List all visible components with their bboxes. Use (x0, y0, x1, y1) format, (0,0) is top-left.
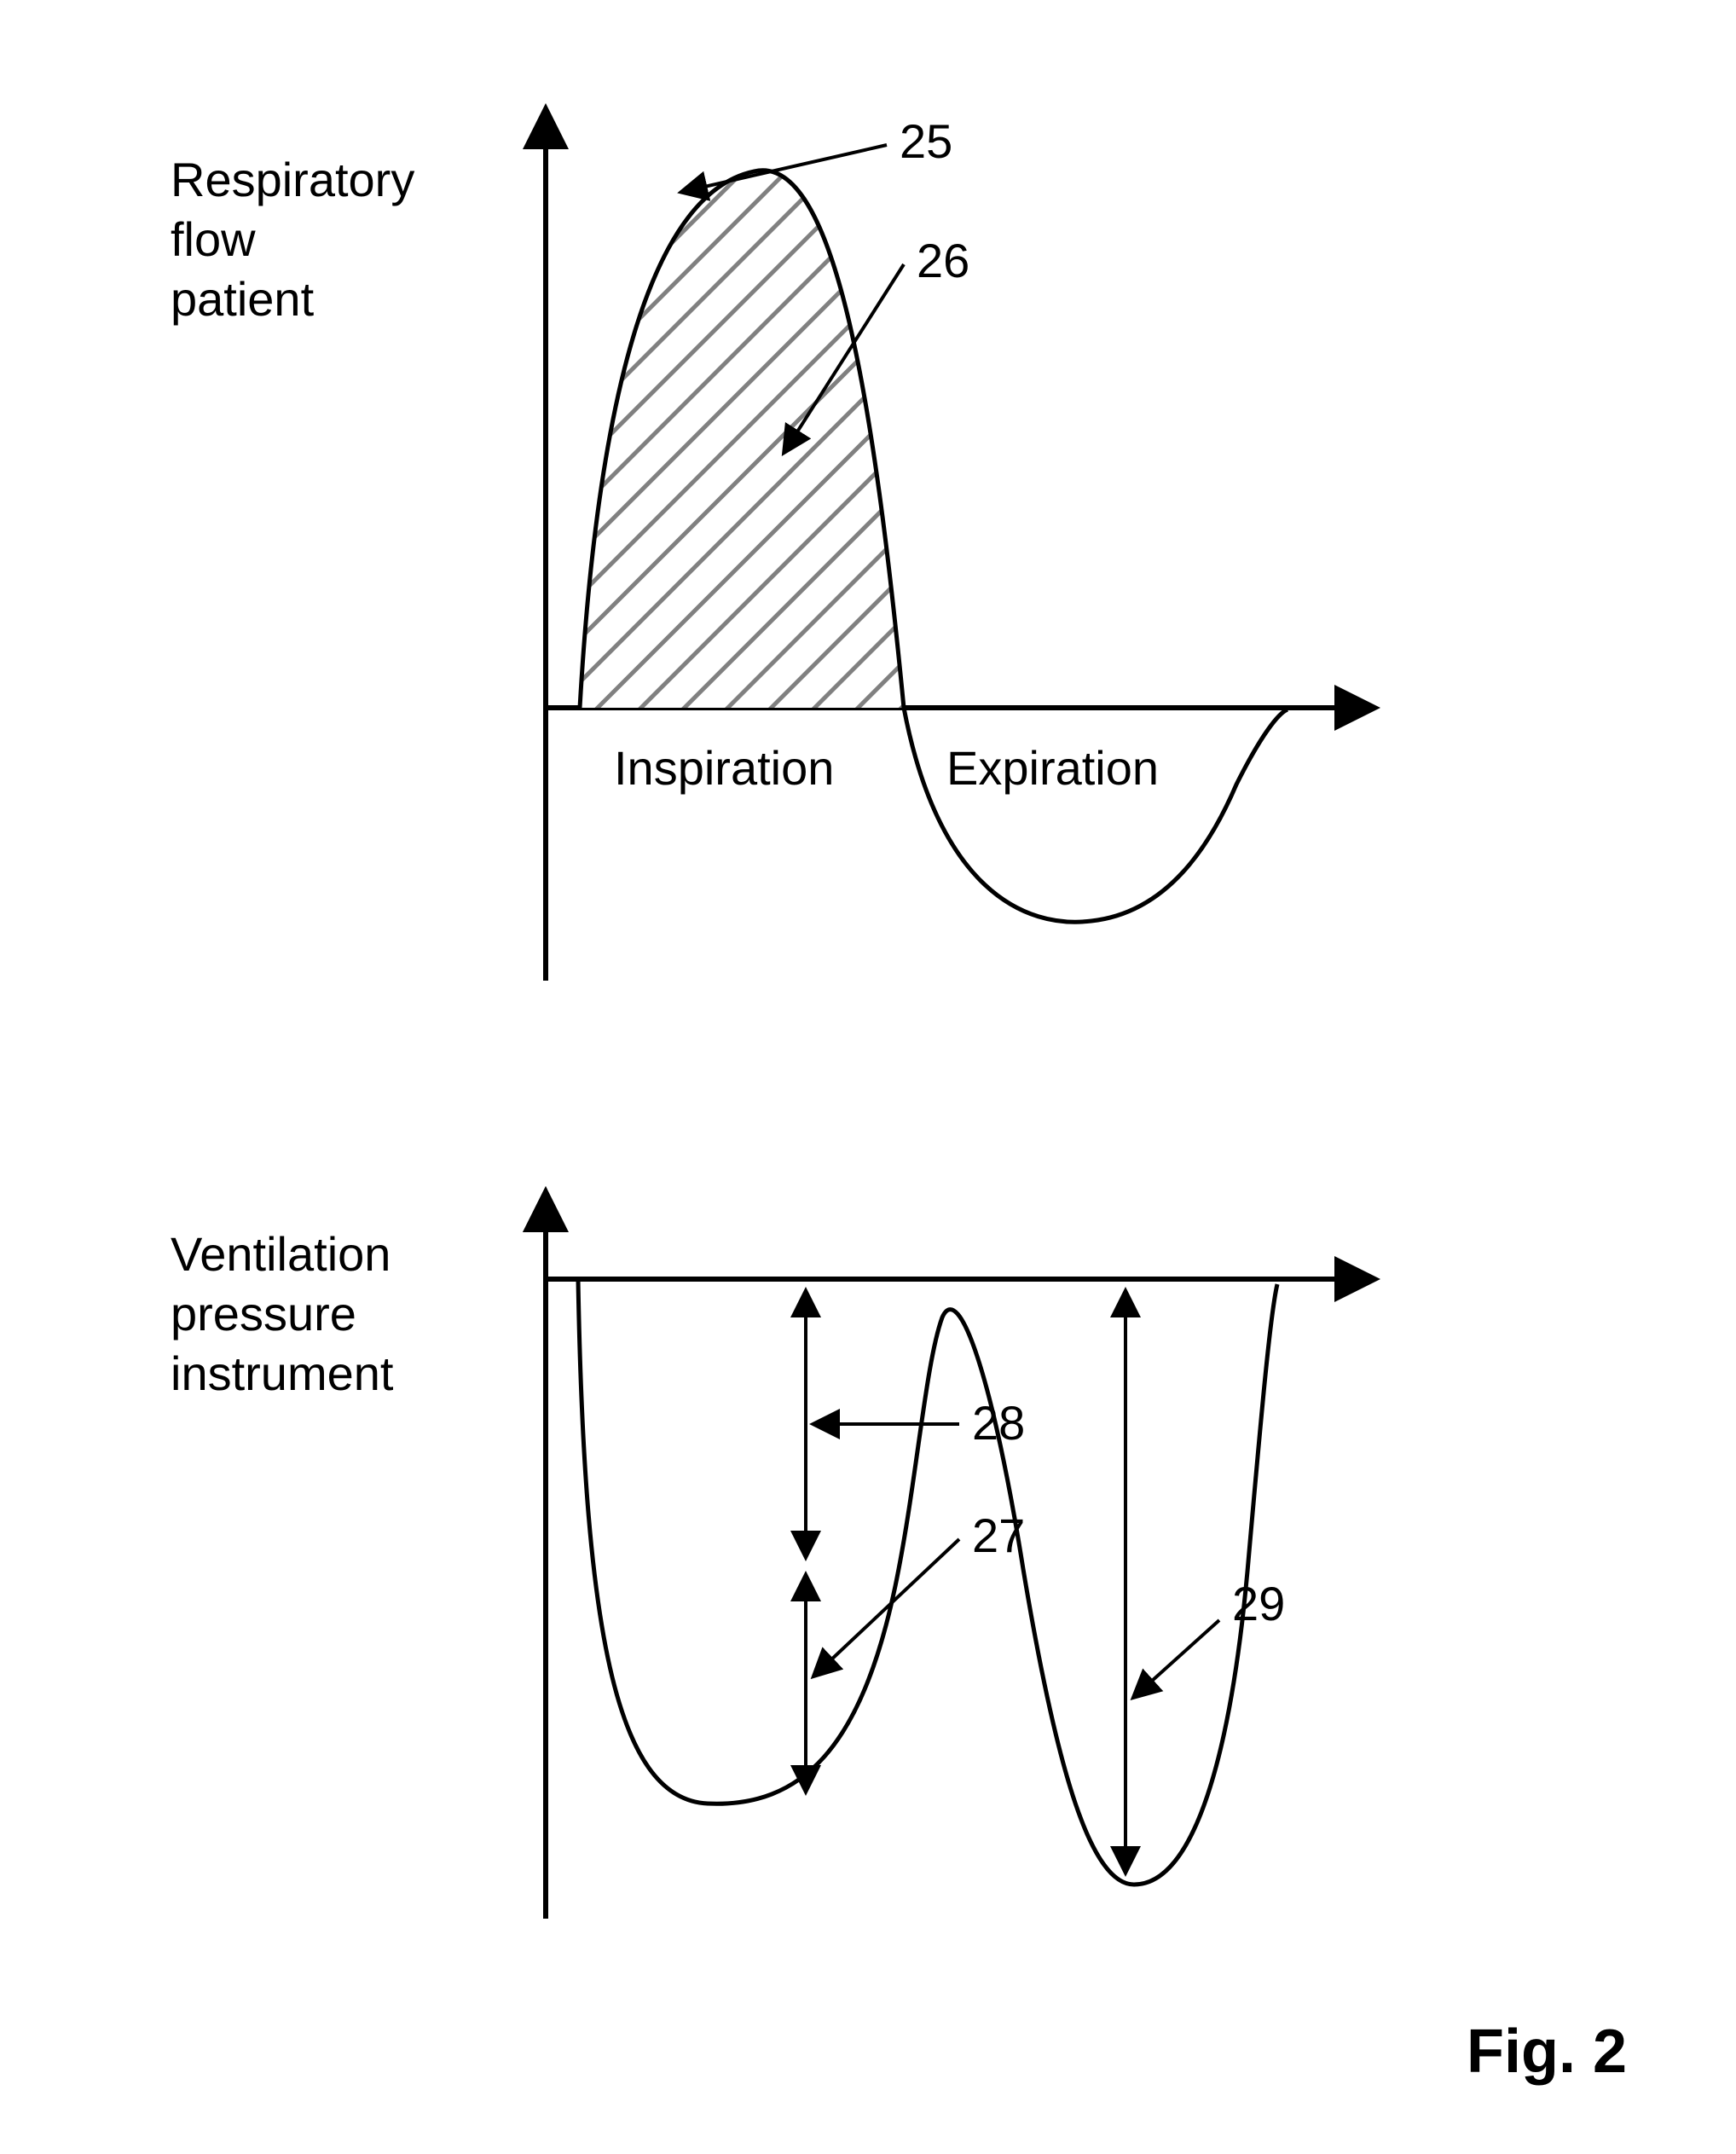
chart1-callout-25-label: 25 (900, 114, 952, 168)
chart1-label-inspiration: Inspiration (614, 741, 834, 795)
chart2-ylabel-line3: instrument (171, 1346, 394, 1400)
chart1-inspiration-area (580, 171, 904, 708)
chart2-callout-29-label: 29 (1232, 1577, 1285, 1630)
chart1-label-expiration: Expiration (946, 741, 1159, 795)
chart-1-respiratory-flow: Respiratory flow patient Inspiration Exp… (171, 111, 1373, 981)
chart1-ylabel-line3: patient (171, 272, 315, 326)
chart2-ylabel-line1: Ventilation (171, 1227, 391, 1281)
chart2-ylabel-line2: pressure (171, 1287, 356, 1340)
chart-2-ventilation-pressure: 28 27 29 Ventilation pressure instrument (171, 1190, 1381, 1923)
chart2-callout-28-label: 28 (972, 1396, 1025, 1450)
chart1-ylabel-line2: flow (171, 212, 256, 266)
chart1-callout-26-label: 26 (917, 234, 969, 287)
chart1-ylabel-line1: Respiratory (171, 153, 414, 206)
figure-label: Fig. 2 (1467, 2018, 1627, 2086)
chart2-callout-27-label: 27 (972, 1508, 1025, 1562)
